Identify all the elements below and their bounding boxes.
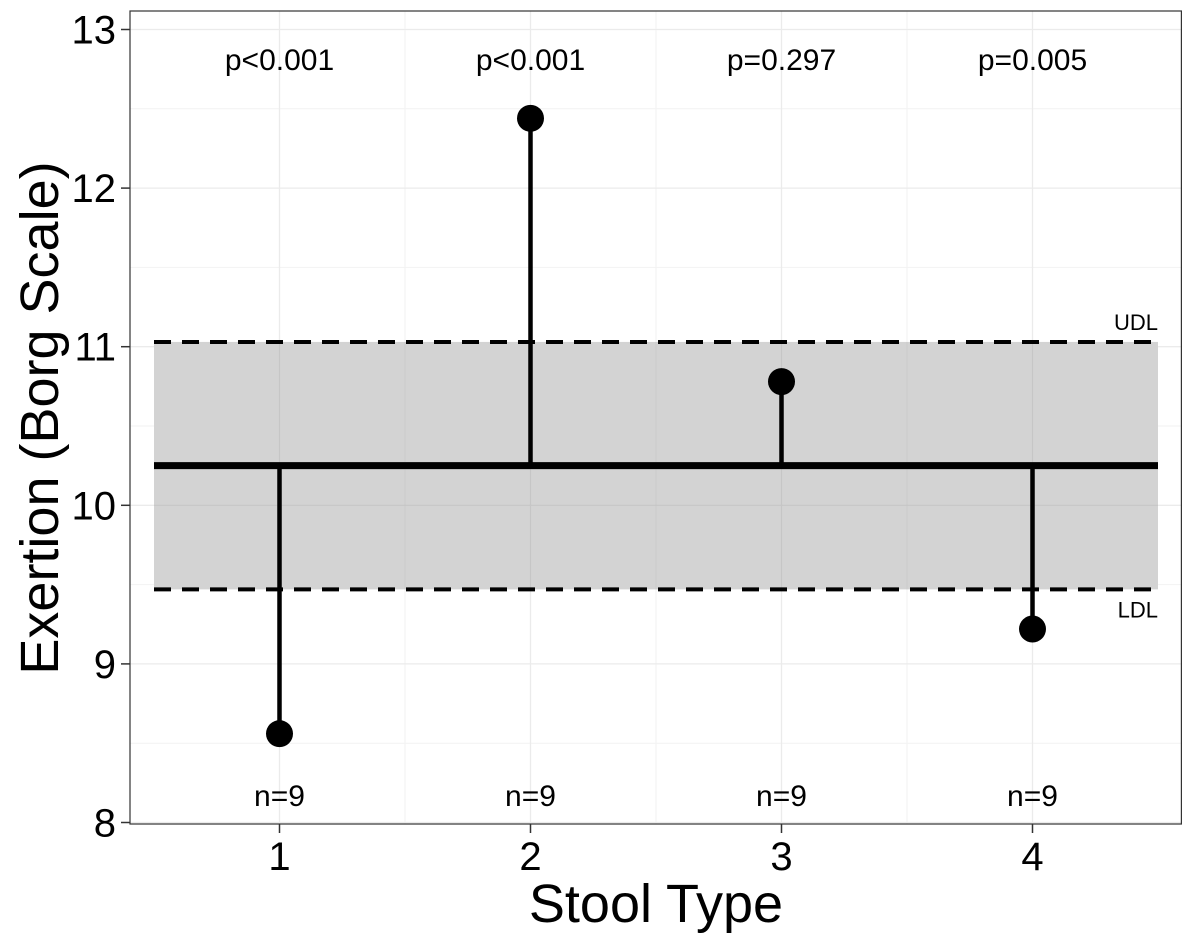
- data-point: [517, 104, 544, 132]
- x-tick-label: 1: [268, 835, 290, 879]
- data-point: [1019, 615, 1046, 643]
- p-value-label: p<0.001: [225, 44, 334, 77]
- x-tick-label: 2: [519, 835, 541, 879]
- p-value-label: p=0.297: [727, 44, 836, 77]
- ldl-label: LDL: [1118, 597, 1158, 622]
- y-tick-label: 10: [72, 484, 117, 528]
- n-label: n=9: [505, 780, 556, 813]
- y-tick-label: 11: [74, 326, 116, 370]
- y-axis: 8 9 10 11 12 13: [72, 9, 130, 846]
- x-tick-label: 4: [1021, 835, 1043, 879]
- n-label: n=9: [1007, 780, 1058, 813]
- x-axis: 1 2 3 4: [268, 824, 1044, 879]
- x-tick-label: 3: [770, 835, 792, 879]
- lollipop-stems: [277, 118, 1035, 734]
- y-tick-label: 12: [72, 167, 117, 211]
- data-point: [768, 368, 795, 396]
- data-points: [266, 104, 1046, 748]
- n-label: n=9: [756, 780, 807, 813]
- p-value-label: p=0.005: [978, 44, 1087, 77]
- y-tick-label: 9: [94, 643, 116, 687]
- x-axis-title: Stool Type: [529, 874, 783, 934]
- y-tick-label: 8: [94, 802, 116, 846]
- n-label: n=9: [254, 780, 305, 813]
- data-point: [266, 720, 293, 748]
- p-value-label: p<0.001: [476, 44, 585, 77]
- annotations: p<0.001 p<0.001 p=0.297 p=0.005 n=9 n=9 n=9 n=9: [225, 44, 1087, 813]
- y-tick-label: 13: [72, 9, 117, 53]
- udl-label: UDL: [1114, 310, 1158, 335]
- y-axis-title: Exertion (Borg Scale): [10, 161, 70, 674]
- panel-border: [129, 10, 1182, 825]
